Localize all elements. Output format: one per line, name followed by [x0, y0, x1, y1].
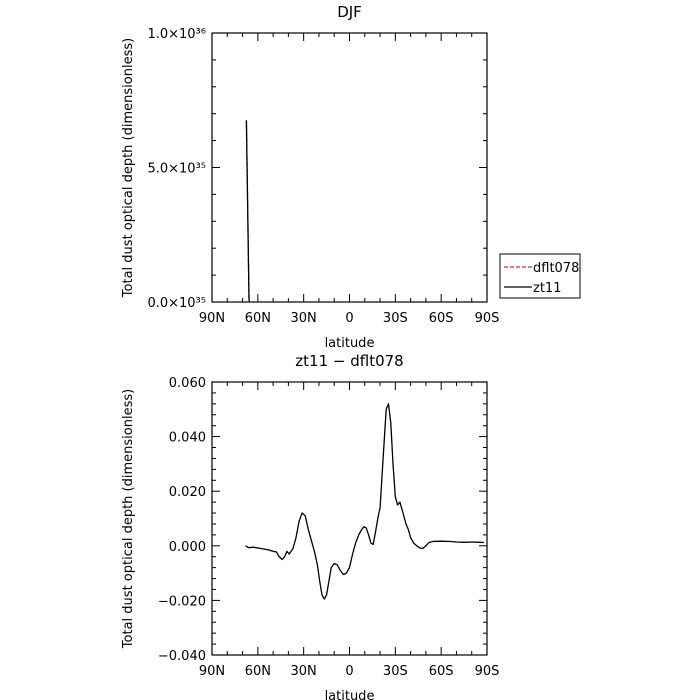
x-tick-label: 90S: [475, 311, 500, 326]
y-tick-label: 0.000: [169, 540, 206, 555]
x-tick-label: 0: [345, 664, 353, 679]
legend-label-dflt078: dflt078: [533, 261, 579, 276]
legend-box: [499, 253, 581, 299]
chart-title-bottom: zt11 − dflt078: [295, 352, 403, 370]
x-tick-label: 0: [345, 311, 353, 326]
x-axis-label-top: latitude: [325, 336, 375, 351]
y-tick-label: −0.020: [158, 594, 206, 609]
x-tick-label: 90N: [199, 311, 225, 326]
series-line-difference: [245, 403, 484, 600]
panel-bottom: zt11 − dflt078 latitude Total dust optic…: [121, 352, 499, 700]
panel-top: DJF latitude Total dust optical depth (d…: [121, 3, 581, 351]
plot-frame: [211, 381, 488, 656]
legend: dflt078 zt11: [499, 253, 581, 299]
x-tick-label: 60N: [245, 664, 271, 679]
x-tick-label: 90S: [475, 664, 500, 679]
plot-frame: [211, 32, 488, 303]
y-tick-label: 1.0×10³⁶: [147, 27, 206, 42]
y-axis-label-top: Total dust optical depth (dimensionless): [121, 38, 136, 298]
y-tick-label: 0.040: [169, 431, 206, 446]
legend-label-zt11: zt11: [533, 281, 561, 296]
y-tick-label: 0.0×10³⁵: [147, 296, 206, 311]
chart-title-top: DJF: [337, 3, 362, 21]
x-tick-label: 30N: [291, 664, 317, 679]
y-tick-label: −0.040: [158, 649, 206, 664]
x-tick-label: 30S: [383, 664, 408, 679]
y-tick-label: 0.060: [169, 376, 206, 391]
y-axis-label-bottom: Total dust optical depth (dimensionless): [121, 389, 136, 649]
x-tick-label: 60S: [429, 311, 454, 326]
x-tick-label: 60N: [245, 311, 271, 326]
series-line-zt11: [245, 120, 251, 303]
x-tick-label: 60S: [429, 664, 454, 679]
y-tick-label: 0.020: [169, 485, 206, 500]
x-tick-label: 30S: [383, 311, 408, 326]
y-tick-label: 5.0×10³⁵: [147, 162, 206, 177]
x-tick-label: 30N: [291, 311, 317, 326]
x-axis-label-bottom: latitude: [325, 689, 375, 700]
x-tick-label: 90N: [199, 664, 225, 679]
